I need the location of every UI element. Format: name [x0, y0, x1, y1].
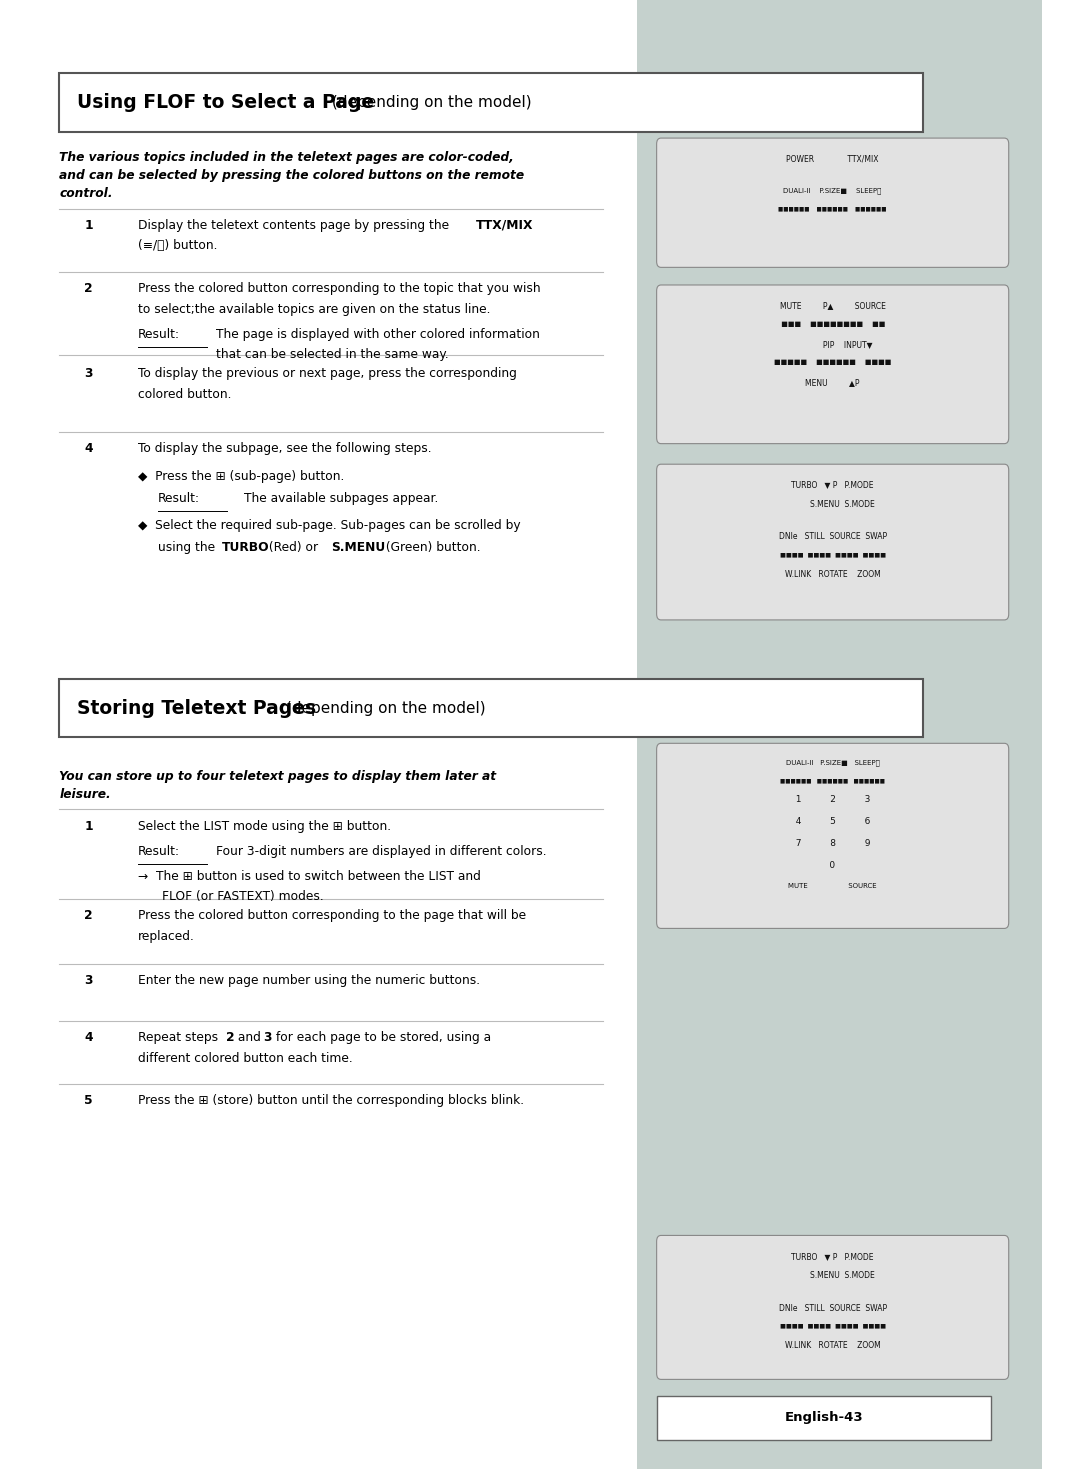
Text: 3: 3 [84, 974, 93, 987]
Text: DUALI-II    P.SIZE■    SLEEP⏻: DUALI-II P.SIZE■ SLEEP⏻ [783, 188, 882, 194]
Text: using the: using the [158, 541, 218, 554]
Text: English-43: English-43 [785, 1412, 863, 1423]
FancyBboxPatch shape [657, 743, 1009, 928]
Text: Enter the new page number using the numeric buttons.: Enter the new page number using the nume… [138, 974, 481, 987]
Text: FLOF (or FASTEXT) modes.: FLOF (or FASTEXT) modes. [162, 890, 324, 903]
Text: Four 3-digit numbers are displayed in different colors.: Four 3-digit numbers are displayed in di… [216, 845, 546, 858]
Text: TURBO   ▼ P   P.MODE: TURBO ▼ P P.MODE [792, 1252, 874, 1260]
Text: 2: 2 [84, 909, 93, 923]
Text: S.MENU: S.MENU [332, 541, 386, 554]
Text: (depending on the model): (depending on the model) [281, 701, 486, 715]
Text: to select;the available topics are given on the status line.: to select;the available topics are given… [138, 303, 490, 316]
Text: TURBO: TURBO [221, 541, 269, 554]
FancyBboxPatch shape [657, 1396, 991, 1440]
Text: Result:: Result: [138, 845, 180, 858]
Text: Press the ⊞ (store) button until the corresponding blocks blink.: Press the ⊞ (store) button until the cor… [138, 1094, 525, 1108]
Text: TTX/MIX: TTX/MIX [476, 219, 534, 232]
Text: 2: 2 [84, 282, 93, 295]
Text: 0: 0 [793, 861, 873, 870]
Text: DNle   STILL  SOURCE  SWAP: DNle STILL SOURCE SWAP [779, 1303, 887, 1312]
Text: 1: 1 [84, 820, 93, 833]
Text: To display the previous or next page, press the corresponding: To display the previous or next page, pr… [138, 367, 517, 380]
Text: (Red) or: (Red) or [265, 541, 322, 554]
Text: Result:: Result: [158, 492, 200, 505]
Text: You can store up to four teletext pages to display them later at
leisure.: You can store up to four teletext pages … [59, 770, 497, 801]
Text: and: and [234, 1031, 265, 1044]
Text: 4          5          6: 4 5 6 [789, 817, 876, 826]
Text: 3: 3 [264, 1031, 272, 1044]
Text: ■■■■■■   ■■■■■■   ■■■■■■: ■■■■■■ ■■■■■■ ■■■■■■ [780, 779, 886, 783]
Text: MUTE                  SOURCE: MUTE SOURCE [788, 883, 877, 889]
Text: 7          8          9: 7 8 9 [789, 839, 876, 848]
FancyBboxPatch shape [59, 73, 923, 132]
Text: To display the subpage, see the following steps.: To display the subpage, see the followin… [138, 442, 432, 455]
Text: TURBO   ▼ P   P.MODE: TURBO ▼ P P.MODE [792, 480, 874, 489]
Text: 5: 5 [84, 1094, 93, 1108]
Text: Repeat steps: Repeat steps [138, 1031, 222, 1044]
Text: Display the teletext contents page by pressing the: Display the teletext contents page by pr… [138, 219, 454, 232]
Text: (≡/⧆) button.: (≡/⧆) button. [138, 239, 218, 253]
Text: ■■■■  ■■■■  ■■■■  ■■■■: ■■■■ ■■■■ ■■■■ ■■■■ [780, 552, 886, 557]
Text: 4: 4 [84, 442, 93, 455]
Text: ◆  Select the required sub-page. Sub-pages can be scrolled by: ◆ Select the required sub-page. Sub-page… [138, 519, 521, 532]
Text: ■■■■■■    ■■■■■■    ■■■■■■: ■■■■■■ ■■■■■■ ■■■■■■ [779, 206, 887, 212]
Text: 3: 3 [84, 367, 93, 380]
Text: 1: 1 [84, 219, 93, 232]
Text: Result:: Result: [138, 328, 180, 341]
Text: Using FLOF to Select a Page: Using FLOF to Select a Page [77, 94, 374, 112]
Text: 2: 2 [226, 1031, 234, 1044]
Text: colored button.: colored button. [138, 388, 232, 401]
Text: (depending on the model): (depending on the model) [327, 95, 532, 110]
FancyBboxPatch shape [657, 285, 1009, 444]
Text: for each page to be stored, using a: for each page to be stored, using a [272, 1031, 491, 1044]
Text: W.LINK   ROTATE    ZOOM: W.LINK ROTATE ZOOM [785, 1341, 880, 1350]
Text: PIP    INPUT▼: PIP INPUT▼ [793, 339, 873, 348]
Text: ■■■■■    ■■■■■■    ■■■■: ■■■■■ ■■■■■■ ■■■■ [774, 360, 891, 366]
Text: The various topics included in the teletext pages are color-coded,
and can be se: The various topics included in the telet… [59, 151, 525, 200]
Text: ■■■    ■■■■■■■■    ■■: ■■■ ■■■■■■■■ ■■ [780, 320, 886, 328]
Text: 1          2          3: 1 2 3 [789, 795, 876, 804]
Text: that can be selected in the same way.: that can be selected in the same way. [216, 348, 449, 361]
Text: different colored button each time.: different colored button each time. [138, 1052, 353, 1065]
Text: DUALI-II   P.SIZE■   SLEEP⏻: DUALI-II P.SIZE■ SLEEP⏻ [786, 759, 879, 765]
Text: Storing Teletext Pages: Storing Teletext Pages [77, 699, 315, 717]
Text: →  The ⊞ button is used to switch between the LIST and: → The ⊞ button is used to switch between… [138, 870, 481, 883]
FancyBboxPatch shape [657, 1235, 1009, 1379]
Text: W.LINK   ROTATE    ZOOM: W.LINK ROTATE ZOOM [785, 570, 880, 579]
Text: MENU         ▲P: MENU ▲P [806, 378, 860, 388]
Text: Select the LIST mode using the ⊞ button.: Select the LIST mode using the ⊞ button. [138, 820, 391, 833]
Text: The page is displayed with other colored information: The page is displayed with other colored… [216, 328, 540, 341]
Text: ◆  Press the ⊞ (sub-page) button.: ◆ Press the ⊞ (sub-page) button. [138, 470, 345, 483]
Text: ■■■■  ■■■■  ■■■■  ■■■■: ■■■■ ■■■■ ■■■■ ■■■■ [780, 1324, 886, 1328]
Text: S.MENU  S.MODE: S.MENU S.MODE [791, 499, 875, 510]
Text: The available subpages appear.: The available subpages appear. [244, 492, 438, 505]
Text: Press the colored button corresponding to the page that will be: Press the colored button corresponding t… [138, 909, 526, 923]
FancyBboxPatch shape [657, 138, 1009, 267]
Text: replaced.: replaced. [138, 930, 195, 943]
Text: Press the colored button corresponding to the topic that you wish: Press the colored button corresponding t… [138, 282, 541, 295]
Bar [637, 0, 1042, 1469]
FancyBboxPatch shape [59, 679, 923, 737]
FancyBboxPatch shape [657, 464, 1009, 620]
Text: 4: 4 [84, 1031, 93, 1044]
Text: S.MENU  S.MODE: S.MENU S.MODE [791, 1271, 875, 1281]
Text: POWER              TTX/MIX: POWER TTX/MIX [786, 154, 879, 163]
Text: (Green) button.: (Green) button. [382, 541, 481, 554]
Text: DNle   STILL  SOURCE  SWAP: DNle STILL SOURCE SWAP [779, 532, 887, 541]
Text: MUTE         P▲         SOURCE: MUTE P▲ SOURCE [780, 301, 886, 310]
